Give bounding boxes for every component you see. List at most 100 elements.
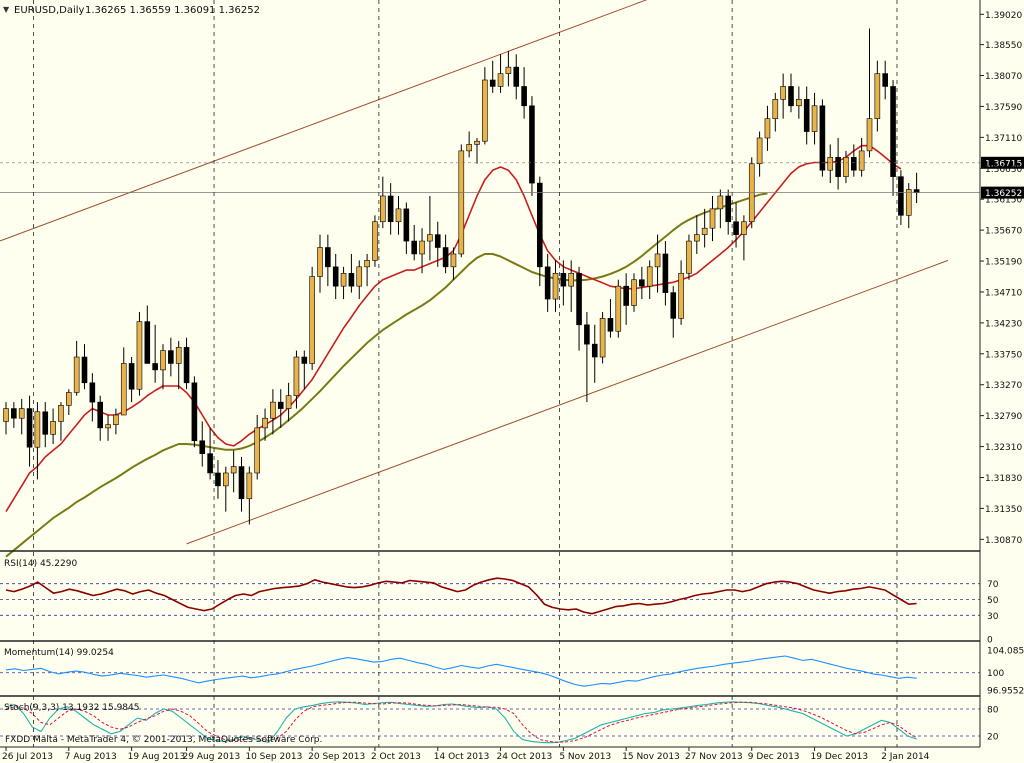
candle-bear [513, 66, 520, 87]
price-tick-label: 1.37110 [985, 134, 1022, 144]
price-tick-label: 1.38550 [985, 41, 1022, 51]
time-tick-label: 7 Aug 2013 [65, 752, 117, 762]
candle-bull [58, 405, 64, 422]
candle-bull [66, 392, 72, 406]
time-tick-label: 2 Jan 2014 [881, 752, 929, 762]
candle-bear [144, 321, 151, 364]
rsi-lines [0, 577, 980, 616]
candle-bull [136, 321, 143, 390]
candle-bull [717, 195, 724, 210]
time-tick-label: 19 Dec 2013 [811, 752, 869, 762]
candle-bull [701, 227, 708, 235]
candle-bear [168, 350, 174, 364]
candle-bull [458, 150, 465, 255]
time-tick-label: 5 Nov 2013 [559, 752, 611, 762]
time-tick-label: 26 Jul 2013 [2, 752, 53, 762]
candle-bull [317, 247, 323, 277]
channel-line [186, 259, 949, 545]
channel-line [0, 0, 648, 242]
price-tick-label: 1.30870 [985, 536, 1022, 546]
candle-bull [113, 414, 119, 425]
candle-bull [905, 189, 912, 216]
price-tick-label: 1.32310 [985, 443, 1022, 453]
candle-bear [42, 411, 49, 435]
rsi-tick-label: 0 [987, 636, 993, 646]
time-tick-label: 10 Sep 2013 [245, 752, 302, 762]
price-tick-label: 1.34230 [985, 319, 1022, 329]
candle-bull [293, 356, 300, 396]
ma-slow-line [5, 192, 768, 558]
candle-bear [26, 408, 33, 448]
rsi-tick-label: 30 [987, 612, 999, 622]
candle-bear [835, 157, 841, 177]
candle-bull [372, 221, 378, 261]
price-axis: 1.39020 1.38550 1.38070 1.37590 1.37110 1.366… [980, 11, 1024, 743]
candle-bull [505, 66, 512, 74]
momentum-label: Momentum(14) 99.0254 [4, 648, 114, 658]
rsi-pane[interactable]: RSI(14) 45.2290 [0, 559, 980, 642]
candle-bull [246, 472, 253, 500]
candle-bull [874, 73, 881, 119]
candle-bear [411, 240, 418, 255]
momentum-tick-label: 96.9552 [987, 686, 1024, 696]
candle-bull [73, 356, 80, 393]
candle-bull [262, 417, 268, 429]
candle-bull [270, 401, 276, 419]
candle-bull [309, 276, 315, 364]
candle-bull [568, 272, 575, 287]
candle-bull [709, 208, 716, 229]
price-tick-label: 1.31830 [985, 474, 1022, 484]
candle-bull [340, 272, 347, 287]
price-pane[interactable]: 1.36715 1.36252 ▼ EURUSD,Daily 1.36265 1.… [0, 0, 1024, 558]
candle-bull [693, 234, 700, 242]
candle-bear [207, 453, 213, 474]
candle-bull [356, 266, 363, 287]
candle-bull [858, 150, 865, 171]
candle-bull [811, 105, 818, 132]
price-tick-label: 1.37590 [985, 103, 1022, 113]
momentum-tick-label: 104.0857 [987, 646, 1024, 656]
rsi-label: RSI(14) 45.2290 [4, 559, 77, 569]
stochastic-label: Stoch(9,3,3) 13.1932 15.9845 [4, 703, 139, 713]
price-badge-label: 1.36252 [985, 189, 1022, 199]
price-tick-label: 1.31350 [985, 505, 1022, 515]
chart-symbol-label: EURUSD,Daily [14, 5, 85, 16]
candle-bear [544, 266, 551, 300]
candle-bull [395, 208, 402, 223]
candle-bear [11, 408, 17, 419]
candle-bull [631, 279, 637, 306]
candle-bear [536, 182, 543, 268]
candlesticks [3, 28, 920, 525]
candle-bear [325, 247, 331, 268]
candle-bull [474, 140, 480, 145]
price-badge-box [981, 186, 1024, 199]
candle-bull [599, 318, 606, 358]
chart-collapse-icon[interactable]: ▼ [3, 5, 10, 14]
price-tick-label: 1.36630 [985, 165, 1022, 175]
candle-bull [230, 466, 237, 474]
candle-bear [238, 466, 245, 500]
candle-bull [105, 424, 111, 429]
candle-bear [199, 440, 206, 454]
candle-bear [725, 195, 732, 223]
footer-copyright: FXDD Malta - MetaTrader 4, © 2001-2013, … [5, 735, 322, 745]
candle-bear [301, 356, 308, 364]
candle-bull [34, 411, 41, 448]
rsi-line [5, 577, 917, 615]
candle-bull [772, 99, 779, 119]
candle-bear [913, 189, 920, 194]
time-tick-label: 20 Sep 2013 [308, 752, 365, 762]
stochastic-pane[interactable]: Stoch(9,3,3) 13.1932 15.9845 FXDD Malta … [0, 701, 980, 745]
candle-bull [796, 99, 802, 107]
candle-bull [160, 350, 166, 371]
price-badges: 1.36715 1.36252 [0, 156, 1024, 199]
candle-bull [678, 272, 684, 319]
momentum-pane[interactable]: Momentum(14) 99.0254 [0, 648, 980, 697]
stochastic-tick-label: 20 [987, 733, 999, 743]
candle-bear [442, 247, 449, 268]
candle-bear [733, 221, 739, 235]
time-tick-label: 2 Oct 2013 [371, 752, 421, 762]
stochastic-signal-line [5, 701, 917, 743]
candle-bear [489, 79, 496, 87]
candle-bull [450, 253, 457, 268]
